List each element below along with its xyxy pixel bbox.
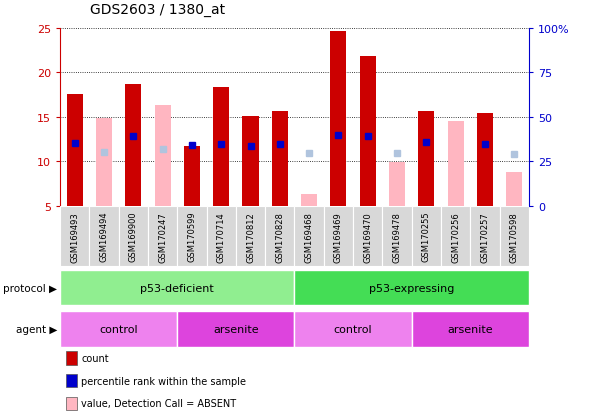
Text: GSM170255: GSM170255 <box>422 211 431 262</box>
Text: arsenite: arsenite <box>448 324 493 335</box>
Text: p53-deficient: p53-deficient <box>141 283 214 293</box>
FancyBboxPatch shape <box>265 206 294 266</box>
Bar <box>272 112 288 206</box>
FancyBboxPatch shape <box>148 206 177 266</box>
FancyBboxPatch shape <box>382 206 412 266</box>
FancyBboxPatch shape <box>60 312 177 347</box>
FancyBboxPatch shape <box>118 206 148 266</box>
Bar <box>67 95 83 206</box>
Text: GSM170598: GSM170598 <box>510 211 519 262</box>
Text: GSM170828: GSM170828 <box>275 211 284 262</box>
Text: control: control <box>99 324 138 335</box>
Bar <box>331 31 347 206</box>
Text: GSM170599: GSM170599 <box>188 211 197 262</box>
Bar <box>506 173 522 206</box>
FancyBboxPatch shape <box>412 206 441 266</box>
FancyBboxPatch shape <box>353 206 382 266</box>
Text: GSM169493: GSM169493 <box>70 211 79 262</box>
Text: GSM169470: GSM169470 <box>363 211 372 262</box>
FancyBboxPatch shape <box>294 206 324 266</box>
Bar <box>389 163 405 206</box>
Text: percentile rank within the sample: percentile rank within the sample <box>81 376 246 386</box>
Bar <box>184 147 200 206</box>
FancyBboxPatch shape <box>236 206 265 266</box>
Text: count: count <box>81 353 109 363</box>
Text: GSM169900: GSM169900 <box>129 211 138 262</box>
Bar <box>96 119 112 206</box>
Text: GSM170257: GSM170257 <box>480 211 489 262</box>
Text: value, Detection Call = ABSENT: value, Detection Call = ABSENT <box>81 399 236 408</box>
Bar <box>154 105 171 206</box>
FancyBboxPatch shape <box>324 206 353 266</box>
FancyBboxPatch shape <box>90 206 118 266</box>
FancyBboxPatch shape <box>207 206 236 266</box>
Text: GDS2603 / 1380_at: GDS2603 / 1380_at <box>90 2 225 17</box>
FancyBboxPatch shape <box>294 271 529 306</box>
Text: GSM170812: GSM170812 <box>246 211 255 262</box>
Text: p53-expressing: p53-expressing <box>369 283 454 293</box>
Bar <box>125 85 141 206</box>
FancyBboxPatch shape <box>294 312 412 347</box>
Bar <box>242 117 258 206</box>
Bar <box>213 88 230 206</box>
FancyBboxPatch shape <box>60 206 90 266</box>
Text: protocol ▶: protocol ▶ <box>3 283 57 293</box>
FancyBboxPatch shape <box>177 206 207 266</box>
FancyBboxPatch shape <box>412 312 529 347</box>
Text: control: control <box>334 324 373 335</box>
Text: GSM169468: GSM169468 <box>305 211 314 262</box>
FancyBboxPatch shape <box>441 206 470 266</box>
FancyBboxPatch shape <box>177 312 294 347</box>
Text: agent ▶: agent ▶ <box>16 324 57 335</box>
Bar <box>418 112 435 206</box>
Bar <box>477 113 493 206</box>
Text: arsenite: arsenite <box>213 324 258 335</box>
FancyBboxPatch shape <box>60 271 294 306</box>
Bar <box>301 194 317 206</box>
Text: GSM170247: GSM170247 <box>158 211 167 262</box>
Bar <box>359 57 376 206</box>
FancyBboxPatch shape <box>470 206 499 266</box>
Text: GSM170256: GSM170256 <box>451 211 460 262</box>
Text: GSM170714: GSM170714 <box>217 211 226 262</box>
Text: GSM169469: GSM169469 <box>334 211 343 262</box>
Text: GSM169494: GSM169494 <box>100 211 109 262</box>
FancyBboxPatch shape <box>499 206 529 266</box>
Bar <box>448 121 464 206</box>
Text: GSM169478: GSM169478 <box>392 211 401 262</box>
